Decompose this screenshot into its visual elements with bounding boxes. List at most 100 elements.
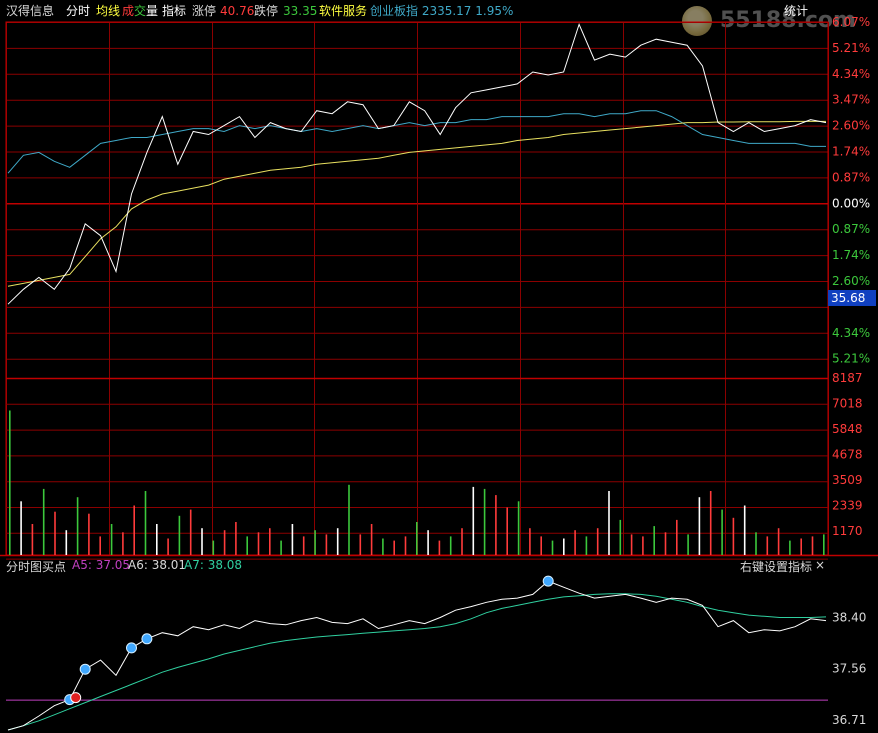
volume-label-liang[interactable]: 量 bbox=[146, 4, 159, 18]
volume-bar bbox=[133, 505, 135, 555]
indicator-panel: 38.40 37.56 36.71 bbox=[6, 575, 866, 731]
sector-label[interactable]: 软件服务 bbox=[319, 4, 368, 18]
volume-bar bbox=[563, 538, 565, 555]
volume-bar bbox=[336, 528, 339, 555]
limit-up-label: 涨停 bbox=[192, 4, 217, 18]
avg-line-label[interactable]: 均线 bbox=[96, 4, 121, 18]
volume-bar bbox=[212, 540, 215, 555]
volume-axis-label: 2339 bbox=[832, 499, 863, 513]
volume-axis-label: 4678 bbox=[832, 448, 863, 462]
indicator-settings-link[interactable]: 右键设置指标 bbox=[740, 560, 813, 574]
indicator-axis-label: 38.40 bbox=[832, 611, 866, 625]
volume-bar bbox=[574, 530, 576, 555]
indicator-close-icon[interactable]: × bbox=[815, 558, 826, 572]
price-axis-label: 0.87% bbox=[832, 222, 870, 236]
volume-bar bbox=[653, 526, 655, 555]
chart-grid bbox=[0, 21, 878, 560]
volume-bar bbox=[427, 530, 429, 555]
price-axis-label: 2.60% bbox=[832, 274, 870, 288]
volume-bar bbox=[201, 528, 203, 555]
volume-bar bbox=[540, 536, 542, 555]
volume-label-jiao[interactable]: 交 bbox=[134, 4, 147, 18]
volume-bar bbox=[314, 530, 316, 555]
limit-up-value: 40.76 bbox=[220, 4, 255, 18]
tab-intraday[interactable]: 分时 bbox=[66, 4, 91, 18]
volume-bar bbox=[732, 517, 735, 555]
price-line bbox=[7, 22, 827, 305]
volume-bar bbox=[65, 530, 68, 555]
volume-bar bbox=[495, 495, 497, 555]
volume-bars bbox=[9, 410, 825, 555]
volume-bar bbox=[370, 524, 373, 555]
volume-bar bbox=[167, 538, 169, 555]
volume-bar bbox=[506, 507, 508, 555]
index-line bbox=[7, 110, 826, 174]
volume-bar bbox=[76, 497, 79, 555]
volume-bar bbox=[472, 486, 475, 555]
price-axis-label: 1.74% bbox=[832, 145, 870, 159]
price-axis-label: 4.34% bbox=[832, 326, 870, 340]
price-lines bbox=[7, 22, 827, 305]
watermark-logo: 55188.com bbox=[682, 6, 872, 36]
indicator-axis-label: 37.56 bbox=[832, 662, 866, 676]
price-axis-label: 6.07% bbox=[832, 15, 870, 29]
chart-header: 汉得信息 分时 均线 成 交 量 指标 涨停 40.76 跌停 33.35 软件… bbox=[0, 0, 878, 22]
chart-axes: 6.07% 5.21% 4.34% 3.47% 2.60% 1.74% 0.87% 0.00%… bbox=[832, 15, 870, 538]
volume-bar bbox=[676, 519, 678, 555]
volume-bar bbox=[393, 540, 395, 555]
stock-name[interactable]: 汉得信息 bbox=[6, 4, 55, 18]
index-info[interactable]: 创业板指 2335.17 1.95% bbox=[370, 4, 514, 18]
volume-bar bbox=[619, 519, 622, 555]
price-axis-label: 4.34% bbox=[832, 67, 870, 81]
volume-bar bbox=[721, 509, 723, 555]
price-axis-label: 5.21% bbox=[832, 352, 870, 366]
volume-bar bbox=[280, 540, 282, 555]
watermark-text: 55188.com bbox=[720, 8, 856, 33]
volume-bar bbox=[269, 528, 271, 555]
volume-bar bbox=[642, 536, 644, 555]
price-axis-label: 1.74% bbox=[832, 248, 870, 262]
volume-axis-label: 3509 bbox=[832, 473, 863, 487]
price-axis-label: 5.21% bbox=[832, 41, 870, 55]
volume-label-cheng[interactable]: 成 bbox=[122, 4, 135, 18]
buy-point-marker bbox=[79, 663, 91, 675]
price-axis-label: 3.47% bbox=[832, 93, 870, 107]
volume-bar bbox=[483, 488, 486, 555]
indicator-a7-line bbox=[7, 593, 827, 731]
volume-bar bbox=[110, 524, 113, 555]
volume-bar bbox=[755, 532, 757, 555]
volume-bar bbox=[9, 410, 11, 555]
volume-bar bbox=[823, 534, 825, 555]
limit-down-value: 33.35 bbox=[283, 4, 318, 18]
volume-bar bbox=[596, 528, 599, 555]
volume-bar bbox=[189, 509, 192, 555]
volume-bar bbox=[585, 536, 588, 555]
volume-bar bbox=[404, 536, 407, 555]
volume-axis-label: 1170 bbox=[832, 524, 863, 538]
volume-bar bbox=[800, 538, 802, 555]
buy-point-marker bbox=[542, 575, 554, 587]
volume-bar bbox=[122, 532, 124, 555]
stats-button[interactable]: 统计 bbox=[784, 4, 809, 18]
volume-axis-label: 8187 bbox=[832, 371, 863, 385]
current-price-label: 35.68 bbox=[831, 291, 866, 305]
volume-bar bbox=[302, 536, 305, 555]
volume-bar bbox=[438, 540, 441, 555]
volume-bar bbox=[359, 534, 362, 555]
volume-bar bbox=[449, 536, 452, 555]
price-axis-label: 0.87% bbox=[832, 170, 870, 184]
current-price-box bbox=[828, 290, 876, 306]
volume-bar bbox=[416, 522, 418, 555]
volume-bar bbox=[382, 538, 384, 555]
volume-bar bbox=[529, 528, 531, 555]
volume-bar bbox=[20, 501, 22, 555]
sell-point-marker bbox=[70, 692, 82, 704]
volume-bar bbox=[811, 536, 814, 555]
volume-bar bbox=[156, 524, 158, 555]
indicator-menu[interactable]: 指标 bbox=[162, 4, 187, 18]
indicator-name[interactable]: 分时图买点 bbox=[6, 560, 67, 574]
volume-bar bbox=[777, 528, 780, 555]
volume-bar bbox=[325, 534, 328, 555]
buy-point-marker bbox=[126, 642, 137, 654]
